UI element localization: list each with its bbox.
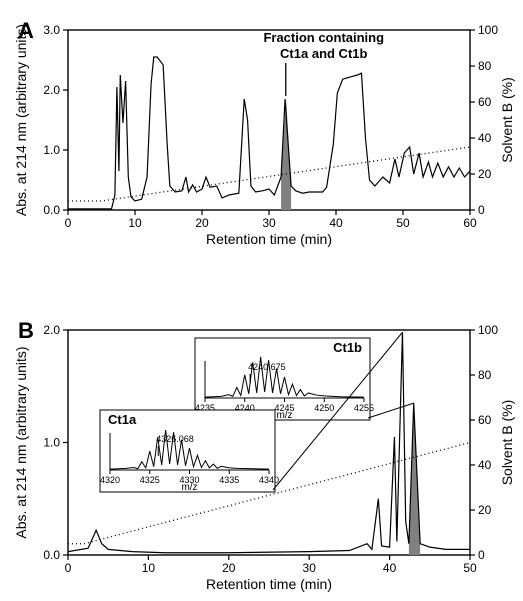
svg-text:20: 20 xyxy=(478,503,492,517)
panelA-frame xyxy=(68,30,470,210)
svg-text:4320: 4320 xyxy=(100,475,120,485)
svg-text:4335: 4335 xyxy=(219,475,239,485)
panelB-yLlabel: Abs. at 214 nm (arbitrary units) xyxy=(13,346,29,538)
svg-text:10: 10 xyxy=(142,561,156,575)
svg-text:40: 40 xyxy=(478,458,492,472)
panelA-letter: A xyxy=(18,18,34,43)
panelA-trace xyxy=(68,57,470,209)
svg-text:2.0: 2.0 xyxy=(43,83,60,97)
svg-text:40: 40 xyxy=(329,216,343,230)
insetA-peak-label: 4326.068 xyxy=(156,434,194,444)
panelA-yRlabel: Solvent B (%) xyxy=(499,77,515,163)
insetB-connector xyxy=(368,403,414,418)
svg-text:10: 10 xyxy=(128,216,142,230)
svg-text:0: 0 xyxy=(65,561,72,575)
svg-text:0: 0 xyxy=(478,548,485,562)
svg-text:30: 30 xyxy=(303,561,317,575)
svg-text:20: 20 xyxy=(195,216,209,230)
svg-text:60: 60 xyxy=(478,413,492,427)
svg-text:0.0: 0.0 xyxy=(43,203,60,217)
svg-text:0: 0 xyxy=(478,203,485,217)
svg-text:80: 80 xyxy=(478,368,492,382)
svg-text:m/z: m/z xyxy=(181,482,197,493)
svg-text:30: 30 xyxy=(262,216,276,230)
svg-text:50: 50 xyxy=(463,561,477,575)
svg-text:100: 100 xyxy=(478,23,498,37)
svg-text:20: 20 xyxy=(478,167,492,181)
svg-text:4325: 4325 xyxy=(140,475,160,485)
panelB-xlabel: Retention time (min) xyxy=(206,576,332,592)
svg-text:50: 50 xyxy=(396,216,410,230)
svg-text:4255: 4255 xyxy=(354,403,374,413)
svg-text:40: 40 xyxy=(478,131,492,145)
insetB-peak-label: 4240.675 xyxy=(248,362,286,372)
svg-text:4340: 4340 xyxy=(259,475,279,485)
panelB-yRlabel: Solvent B (%) xyxy=(499,400,515,486)
svg-text:80: 80 xyxy=(478,59,492,73)
svg-text:2.0: 2.0 xyxy=(43,323,60,337)
panelA-xlabel: Retention time (min) xyxy=(206,231,332,247)
svg-text:3.0: 3.0 xyxy=(43,23,60,37)
svg-text:60: 60 xyxy=(478,95,492,109)
panelA-yLlabel: Abs. at 214 nm (arbitrary units) xyxy=(13,24,29,216)
svg-text:1.0: 1.0 xyxy=(43,143,60,157)
svg-text:60: 60 xyxy=(463,216,477,230)
svg-text:4250: 4250 xyxy=(314,403,334,413)
panelB-letter: B xyxy=(18,318,34,343)
svg-text:100: 100 xyxy=(478,323,498,337)
panelA-annot1: Fraction containing xyxy=(263,30,384,45)
svg-text:40: 40 xyxy=(383,561,397,575)
panelA-annot2: Ct1a and Ct1b xyxy=(280,46,367,61)
insetB-title: Ct1b xyxy=(333,340,362,355)
svg-text:0: 0 xyxy=(65,216,72,230)
svg-text:20: 20 xyxy=(222,561,236,575)
insetA-title: Ct1a xyxy=(108,412,137,427)
svg-text:0.0: 0.0 xyxy=(43,548,60,562)
svg-text:m/z: m/z xyxy=(276,410,292,421)
svg-text:1.0: 1.0 xyxy=(43,436,60,450)
